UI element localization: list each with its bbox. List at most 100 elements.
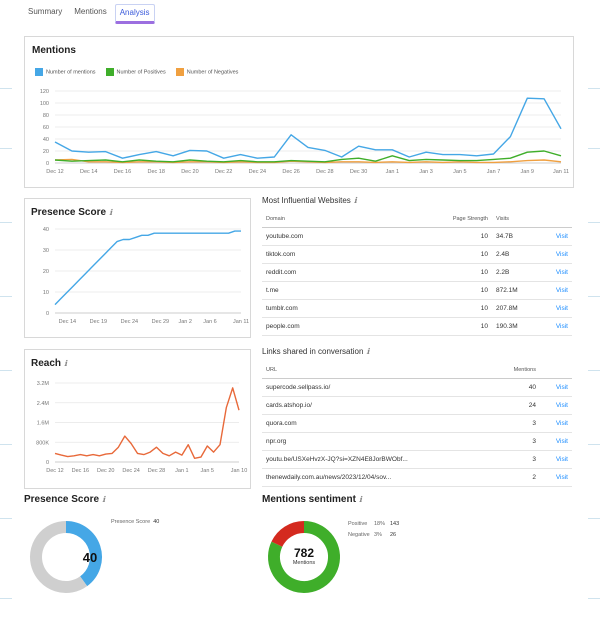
y-tick-label: 3.2M xyxy=(37,381,50,387)
domain-cell: tiktok.com xyxy=(262,245,424,264)
strength-cell: 10 xyxy=(424,299,492,318)
table-row: people.com 10 190.3M Visit xyxy=(262,317,572,336)
visit-link[interactable]: Visit xyxy=(544,245,572,264)
y-tick-label: 2.4M xyxy=(37,401,50,407)
info-icon[interactable]: ℹ xyxy=(102,495,106,504)
visits-cell: 2.4B xyxy=(492,245,544,264)
presence-slice xyxy=(65,521,102,587)
x-tick-label: Dec 24 xyxy=(249,169,266,175)
series-positives-line xyxy=(54,150,562,163)
strength-cell: 10 xyxy=(424,227,492,246)
legend-label: Number of Positives xyxy=(116,69,166,76)
x-tick-label: Dec 20 xyxy=(97,468,114,474)
table-row: t.me 10 872.1M Visit xyxy=(262,281,572,300)
x-tick-label: Dec 14 xyxy=(59,319,76,325)
url-cell: supercode.sellpass.io/ xyxy=(262,378,482,397)
presence-donut-center-value: 40 xyxy=(82,550,98,565)
x-tick-label: Dec 16 xyxy=(114,169,131,175)
visit-link[interactable]: Visit xyxy=(544,227,572,246)
legend-item-positives[interactable]: Number of Positives xyxy=(105,68,166,76)
legend-count: 26 xyxy=(390,532,397,538)
y-tick-label: 80 xyxy=(43,113,49,119)
x-tick-label: Dec 22 xyxy=(215,169,232,175)
links-section: Links shared in conversation ℹ URL Mentio… xyxy=(262,347,572,487)
x-tick-label: Dec 12 xyxy=(46,169,63,175)
presence-donut-section: Presence Score ℹ 40 Presence Score 40 xyxy=(24,494,249,614)
sentiment-total-label: Mentions xyxy=(292,560,316,566)
sentiment-total: 782 xyxy=(293,546,315,560)
series-presence-line xyxy=(54,230,241,306)
column-header-domain: Domain xyxy=(262,211,424,228)
sentiment-donut-chart xyxy=(268,521,340,593)
strength-cell: 10 xyxy=(424,245,492,264)
tab-summary[interactable]: Summary xyxy=(28,7,63,16)
visit-link[interactable]: Visit xyxy=(544,299,572,318)
y-tick-label: 10 xyxy=(43,290,49,296)
visit-link[interactable]: Visit xyxy=(540,378,572,397)
column-header-action xyxy=(540,362,572,379)
mentions-chart: 0 20 40 60 80 100 120 Dec 12 Dec 14 Dec 16 Dec 18 D… xyxy=(40,89,569,175)
y-tick-label: 0 xyxy=(46,460,49,466)
legend-item-negatives[interactable]: Number of Negatives xyxy=(175,68,238,76)
y-tick-label: 0 xyxy=(46,311,49,317)
influential-title: Most Influential Websites ℹ xyxy=(262,196,572,205)
visit-link[interactable]: Visit xyxy=(544,317,572,336)
x-tick-label: Dec 19 xyxy=(90,319,107,325)
info-icon[interactable]: ℹ xyxy=(353,196,357,205)
info-icon[interactable]: ℹ xyxy=(109,208,113,217)
visit-link[interactable]: Visit xyxy=(544,281,572,300)
visit-link[interactable]: Visit xyxy=(544,263,572,282)
sentiment-legend-positive: Positive 18% 143 xyxy=(348,519,399,530)
x-tick-label: Dec 28 xyxy=(148,468,165,474)
positive-slice xyxy=(268,521,340,593)
table-row: tumblr.com 10 207.8M Visit xyxy=(262,299,572,318)
mentions-title: Mentions xyxy=(32,45,76,56)
tab-analysis[interactable]: Analysis xyxy=(114,4,155,24)
strength-cell: 10 xyxy=(424,281,492,300)
visit-link[interactable]: Visit xyxy=(540,468,572,487)
x-tick-label: Dec 30 xyxy=(350,169,367,175)
influential-table: Domain Page Strength Visits youtube.com 1… xyxy=(262,211,572,336)
visit-link[interactable]: Visit xyxy=(540,396,572,415)
legend-pct: 18% xyxy=(374,521,386,527)
x-tick-label: Dec 20 xyxy=(181,169,198,175)
x-tick-label: Dec 16 xyxy=(72,468,89,474)
table-row: tiktok.com 10 2.4B Visit xyxy=(262,245,572,264)
tab-bar: Summary Mentions Analysis xyxy=(24,4,155,24)
mentions-cell: 2 xyxy=(482,468,540,487)
info-icon[interactable]: ℹ xyxy=(366,347,370,356)
sentiment-legend-negative: Negative 3% 26 xyxy=(348,530,399,541)
presence-donut-chart xyxy=(30,521,102,593)
table-row: cards.atshop.io/24 Visit xyxy=(262,396,572,415)
y-tick-label: 20 xyxy=(43,149,49,155)
tab-mentions[interactable]: Mentions xyxy=(74,7,107,16)
series-mentions-line xyxy=(54,97,562,159)
column-header-strength: Page Strength xyxy=(424,211,492,228)
visit-link[interactable]: Visit xyxy=(540,450,572,469)
visit-link[interactable]: Visit xyxy=(540,432,572,451)
visits-cell: 2.2B xyxy=(492,263,544,282)
x-tick-label: Jan 10 xyxy=(231,468,248,474)
table-row: youtu.be/USXeHvzX-JQ?si=XZN4E8JorBWObf..… xyxy=(262,450,572,469)
y-tick-label: 60 xyxy=(43,125,49,131)
x-tick-label: Dec 24 xyxy=(122,468,139,474)
reach-card: Reach ℹ 0 800K 1.6M 2.4M 3.2M Dec 12 Dec 16 Dec … xyxy=(24,349,251,489)
visit-link[interactable]: Visit xyxy=(540,414,572,433)
domain-cell: youtube.com xyxy=(262,227,424,246)
mentions-cell: 40 xyxy=(482,378,540,397)
url-cell: npr.org xyxy=(262,432,482,451)
links-title: Links shared in conversation ℹ xyxy=(262,347,572,356)
strength-cell: 10 xyxy=(424,317,492,336)
links-table: URL Mentions supercode.sellpass.io/40 Vis… xyxy=(262,362,572,487)
info-icon[interactable]: ℹ xyxy=(64,359,68,368)
x-tick-label: Jan 1 xyxy=(175,468,188,474)
x-tick-label: Dec 24 xyxy=(121,319,138,325)
column-header-visits: Visits xyxy=(492,211,544,228)
x-tick-label: Jan 1 xyxy=(386,169,399,175)
visits-cell: 207.8M xyxy=(492,299,544,318)
mentions-cell: 3 xyxy=(482,414,540,433)
x-tick-label: Dec 26 xyxy=(282,169,299,175)
legend-item-mentions[interactable]: Number of mentions xyxy=(35,68,96,76)
sentiment-center: 782 Mentions xyxy=(266,546,342,566)
info-icon[interactable]: ℹ xyxy=(358,495,362,504)
